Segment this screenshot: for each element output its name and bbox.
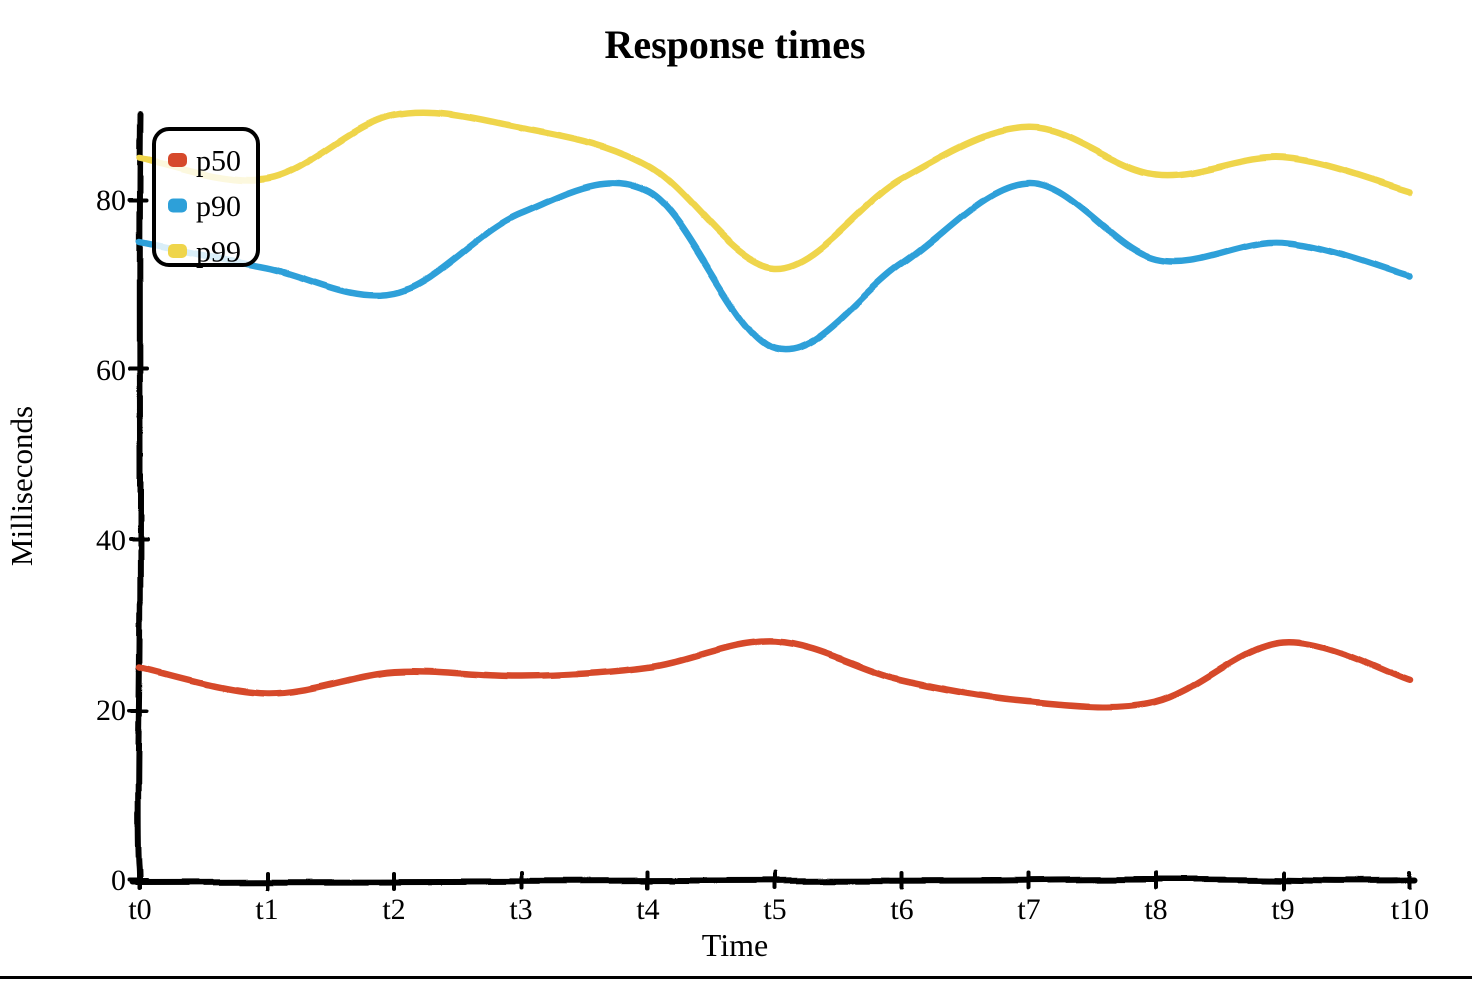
x-tick-label: t8 — [1144, 893, 1167, 926]
x-tick-label: t0 — [128, 893, 151, 926]
tick-labels: 0 20 40 60 80 t0 t1 t2 t3 t4 t5 t6 t7 t8 t9 t10 — [96, 184, 1429, 926]
legend-marker-p90 — [168, 198, 187, 213]
y-tick-label: 0 — [111, 864, 126, 897]
legend-entry-p90: p90 — [168, 190, 241, 223]
x-tick-label: t10 — [1391, 893, 1429, 926]
y-tick-label: 60 — [96, 354, 126, 387]
legend-entries: p50 p90 p99 — [168, 145, 241, 269]
legend-label-p90: p90 — [196, 190, 241, 223]
y-tick-label: 80 — [96, 184, 126, 217]
legend-entry-p50: p50 — [168, 145, 241, 178]
x-tick-label: t6 — [890, 893, 913, 926]
legend-label-p99: p99 — [196, 236, 241, 269]
legend: p50 p90 p99 — [152, 127, 260, 269]
series-line-p50 — [136, 638, 1414, 711]
legend-label-p50: p50 — [196, 145, 241, 178]
plot-area — [128, 108, 1418, 890]
x-tick-label: t4 — [636, 893, 659, 926]
y-tick-label: 40 — [96, 524, 126, 557]
x-tick-label: t1 — [255, 893, 278, 926]
y-axis-line — [135, 111, 144, 885]
x-tick-label: t9 — [1271, 893, 1294, 926]
x-axis-line — [130, 876, 1418, 885]
series-line-p90 — [136, 179, 1414, 354]
x-tick-label: t5 — [763, 893, 786, 926]
legend-marker-p50 — [168, 153, 187, 167]
x-tick-label: t7 — [1017, 893, 1040, 926]
y-tick-label: 20 — [96, 694, 126, 727]
x-axis-label: Time — [702, 927, 768, 963]
y-axis-label: Milliseconds — [4, 406, 39, 566]
chart-title: Response times — [604, 22, 865, 67]
x-tick-label: t2 — [382, 893, 405, 926]
series-line-p99 — [136, 108, 1414, 272]
legend-entry-p99: p99 — [168, 236, 241, 269]
x-tick-label: t3 — [509, 893, 532, 926]
legend-marker-p99 — [168, 244, 187, 258]
